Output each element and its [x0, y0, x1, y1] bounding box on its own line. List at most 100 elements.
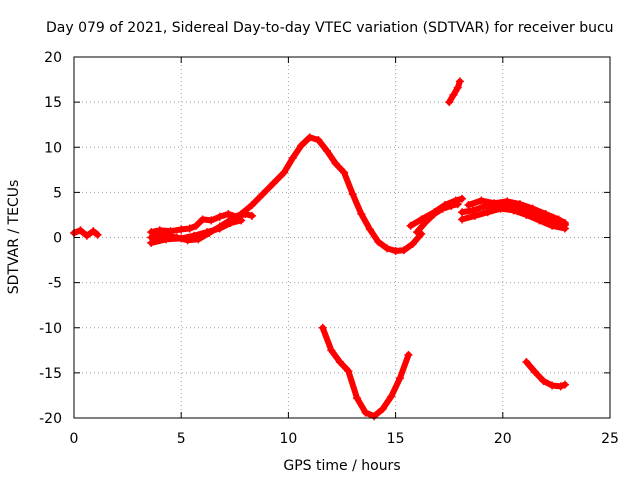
data-point [413, 228, 422, 237]
grid [74, 57, 610, 418]
data-point [477, 196, 486, 205]
data-point [400, 246, 409, 255]
series-arc-3 [147, 210, 256, 237]
data-point [522, 358, 531, 367]
data-point [548, 381, 557, 390]
series-arc-9 [458, 204, 569, 233]
data-point [226, 219, 235, 228]
x-tick-label: 20 [494, 431, 512, 447]
series-group [70, 77, 569, 421]
x-tick-label: 15 [387, 431, 405, 447]
y-tick-label: 20 [44, 50, 62, 66]
y-tick-label: 0 [53, 231, 62, 247]
data-point [361, 408, 370, 417]
data-point [408, 239, 417, 248]
y-tick-label: -5 [48, 276, 62, 292]
data-point [258, 190, 267, 199]
data-point [247, 211, 256, 220]
data-point [430, 210, 439, 219]
data-point [560, 219, 569, 228]
data-point [370, 412, 379, 421]
data-point [147, 228, 156, 237]
data-point [314, 136, 323, 145]
data-point [387, 392, 396, 401]
data-point [190, 231, 199, 240]
data-point [522, 210, 531, 219]
y-tick-label: -15 [39, 366, 62, 382]
data-point [458, 215, 467, 224]
data-point [453, 200, 462, 209]
series-arc-7 [445, 77, 464, 107]
x-tick-label: 0 [70, 431, 79, 447]
data-point [318, 323, 327, 332]
data-point [541, 210, 550, 219]
data-point [357, 210, 366, 219]
data-point [548, 221, 557, 230]
data-point [464, 201, 473, 210]
data-point [344, 367, 353, 376]
data-point [530, 367, 539, 376]
data-point [76, 226, 85, 235]
data-point [496, 204, 505, 213]
data-point [438, 204, 447, 213]
data-point [177, 234, 186, 243]
x-tick-label: 5 [177, 431, 186, 447]
data-point [378, 404, 387, 413]
data-point [445, 98, 454, 107]
data-point [207, 216, 216, 225]
data-point [535, 216, 544, 225]
y-tick-label: -10 [39, 321, 62, 337]
data-point [288, 154, 297, 163]
x-tick-label: 25 [601, 431, 619, 447]
data-point [560, 380, 569, 389]
x-tick-label: 10 [279, 431, 297, 447]
data-point [383, 244, 392, 253]
data-point [509, 206, 518, 215]
data-point [215, 224, 224, 233]
y-tick-label: 5 [53, 185, 62, 201]
series-arc-10 [464, 196, 569, 228]
data-point [453, 83, 462, 92]
data-point [340, 168, 349, 177]
data-point [503, 197, 512, 206]
data-point [331, 159, 340, 168]
data-point [455, 77, 464, 86]
data-point [177, 225, 186, 234]
y-tick-label: 10 [44, 140, 62, 156]
data-point [93, 230, 102, 239]
data-point [297, 141, 306, 150]
data-point [147, 238, 156, 247]
data-point [155, 226, 164, 235]
data-point [449, 90, 458, 99]
data-point [458, 194, 467, 203]
data-point [515, 200, 524, 209]
data-point [395, 374, 404, 383]
data-point [322, 146, 331, 155]
data-point [237, 216, 246, 225]
data-point [192, 221, 201, 230]
y-tick-label: -20 [39, 411, 62, 427]
data-point [353, 394, 362, 403]
data-point [198, 215, 207, 224]
data-point [458, 208, 467, 217]
data-point [468, 206, 477, 215]
series-line [523, 359, 568, 390]
data-point [162, 235, 171, 244]
series-arc-12 [522, 358, 569, 391]
data-point [391, 247, 400, 256]
data-point [479, 202, 488, 211]
series-arc-6 [413, 200, 462, 237]
series-line [446, 78, 463, 106]
data-point [417, 215, 426, 224]
data-point [82, 231, 91, 240]
data-point [483, 208, 492, 217]
data-point [528, 204, 537, 213]
data-point [365, 225, 374, 234]
data-point [404, 350, 413, 359]
data-point [470, 211, 479, 220]
data-point [247, 201, 256, 210]
data-point [241, 210, 250, 219]
ticks: 0 5 10 15 20 25 -20 -15 -10 -5 0 5 10 15 20 [39, 50, 619, 447]
data-point [406, 221, 415, 230]
